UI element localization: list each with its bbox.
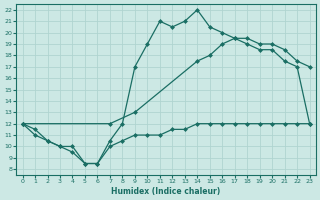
X-axis label: Humidex (Indice chaleur): Humidex (Indice chaleur) bbox=[111, 187, 221, 196]
